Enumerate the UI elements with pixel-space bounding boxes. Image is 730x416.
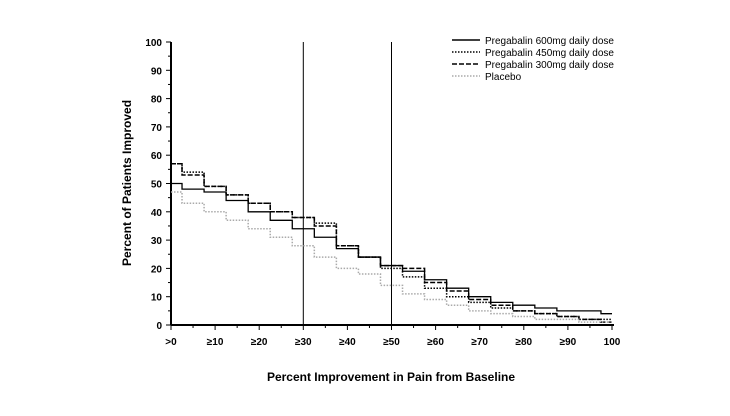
x-tick-label: 100 [604,337,621,348]
x-tick-label: ≥70 [471,337,488,348]
legend-label: Pregabalin 300mg daily dose [485,60,614,71]
y-tick-label: 70 [151,123,163,134]
y-tick-label: 100 [145,38,162,49]
y-tick-label: 10 [151,293,163,304]
x-axis-label: Percent Improvement in Pain from Baselin… [267,370,515,384]
x-tick-label: ≥40 [339,337,356,348]
y-tick-label: 80 [151,95,163,106]
legend-label: Placebo [485,72,522,83]
x-tick-label: ≥90 [560,337,577,348]
y-tick-label: 60 [151,151,163,162]
y-tick-label: 90 [151,66,163,77]
y-tick-label: 30 [151,236,163,247]
y-tick-label: 40 [151,208,163,219]
x-tick-label: >0 [165,337,177,348]
y-tick-label: 0 [156,321,162,332]
x-tick-label: ≥20 [251,337,268,348]
y-axis-label: Percent of Patients Improved [120,100,134,266]
y-tick-label: 50 [151,180,163,191]
x-tick-label: ≥60 [427,337,444,348]
series-line-3 [171,191,612,323]
x-tick-label: ≥30 [295,337,312,348]
legend-label: Pregabalin 450mg daily dose [485,48,614,59]
legend-label: Pregabalin 600mg daily dose [485,36,614,47]
x-tick-label: ≥50 [383,337,400,348]
x-tick-label: ≥80 [515,337,532,348]
y-tick-label: 20 [151,264,163,275]
x-tick-label: ≥10 [207,337,224,348]
